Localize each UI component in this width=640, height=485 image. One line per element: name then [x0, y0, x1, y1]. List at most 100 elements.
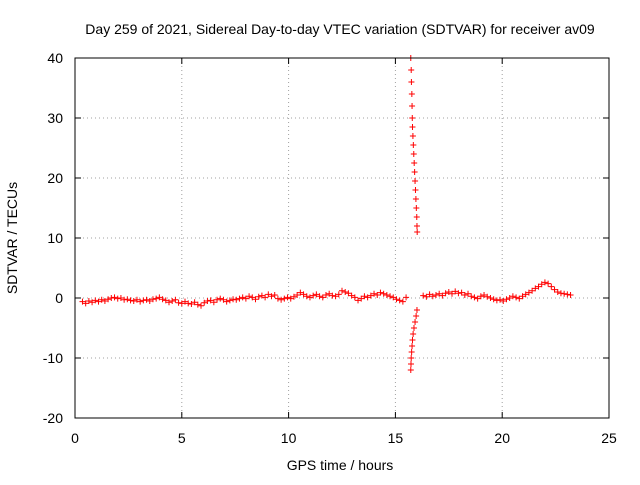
data-point — [468, 293, 475, 300]
data-point — [294, 292, 301, 298]
y-tick-label: -20 — [43, 410, 63, 426]
data-point — [474, 295, 481, 302]
data-point — [108, 295, 115, 301]
data-point — [284, 294, 291, 301]
data-point — [329, 292, 336, 299]
data-point — [551, 286, 558, 293]
chart-title: Day 259 of 2021, Sidereal Day-to-day VTE… — [85, 21, 595, 37]
data-point — [409, 103, 416, 109]
data-point — [409, 124, 416, 130]
data-point — [541, 279, 548, 286]
data-point — [242, 295, 249, 302]
data-point — [367, 292, 374, 299]
data-point — [461, 292, 468, 298]
data-point — [407, 361, 414, 367]
data-point — [519, 293, 526, 300]
data-point — [529, 287, 536, 294]
data-point — [172, 296, 179, 303]
data-point — [548, 283, 555, 290]
y-tick-label: 30 — [47, 110, 63, 126]
data-point — [557, 290, 564, 297]
data-point — [408, 91, 415, 97]
data-point — [554, 289, 561, 295]
data-point — [458, 289, 465, 296]
data-point — [351, 294, 358, 301]
data-point — [538, 281, 545, 288]
data-point — [532, 285, 539, 292]
data-point — [101, 298, 108, 304]
data-point — [426, 291, 433, 298]
data-point — [105, 296, 112, 303]
data-point — [399, 298, 406, 305]
data-point — [465, 290, 472, 297]
data-point — [403, 294, 410, 301]
data-point — [371, 290, 378, 297]
data-point — [490, 296, 497, 303]
data-point — [326, 290, 333, 297]
data-point — [413, 313, 420, 319]
data-point — [246, 293, 253, 300]
data-point — [564, 291, 571, 298]
data-point — [92, 297, 99, 304]
x-tick-label: 5 — [178, 430, 186, 446]
data-point — [217, 295, 224, 302]
y-tick-label: 10 — [47, 230, 63, 246]
data-point — [449, 290, 456, 297]
data-point — [342, 289, 349, 295]
data-point — [487, 295, 494, 301]
data-point — [481, 292, 488, 298]
data-point — [140, 297, 147, 304]
data-point — [420, 292, 427, 299]
data-point — [408, 349, 415, 355]
data-point — [364, 294, 371, 301]
x-axis-label: GPS time / hours — [287, 457, 394, 473]
data-point — [522, 291, 529, 298]
data-point — [178, 300, 185, 307]
data-point — [236, 295, 243, 302]
data-point — [249, 294, 256, 301]
data-point — [255, 293, 262, 300]
x-tick-label: 20 — [494, 430, 510, 446]
data-point — [345, 290, 352, 297]
data-point — [258, 292, 265, 299]
data-point — [516, 295, 523, 302]
data-point — [124, 296, 131, 303]
data-point — [380, 290, 387, 297]
data-point — [355, 297, 362, 304]
data-point — [413, 223, 420, 229]
data-point — [445, 289, 452, 295]
data-point — [561, 290, 568, 297]
data-point — [226, 297, 233, 304]
data-point — [409, 115, 416, 121]
data-point — [411, 160, 418, 166]
data-point — [201, 299, 208, 306]
data-point — [413, 205, 420, 211]
data-point — [535, 283, 542, 290]
data-point — [169, 298, 176, 304]
data-point — [265, 291, 272, 298]
data-point — [477, 293, 484, 300]
data-point — [210, 299, 217, 306]
data-point — [146, 298, 153, 304]
data-point — [567, 292, 574, 298]
data-point — [452, 288, 459, 295]
data-point — [383, 292, 390, 298]
data-point — [414, 229, 421, 235]
x-tick-labels: 0 5 10 15 20 25 — [71, 430, 617, 446]
data-point — [220, 296, 227, 303]
data-point — [278, 296, 285, 303]
y-tick-label: -10 — [43, 350, 63, 366]
data-point — [408, 79, 415, 85]
data-point — [185, 300, 192, 307]
data-point — [503, 296, 510, 303]
data-point — [436, 290, 443, 297]
data-point — [127, 297, 134, 304]
data-point — [407, 367, 414, 373]
data-point — [413, 307, 420, 313]
data-point — [162, 297, 169, 304]
y-tick-label: 0 — [55, 290, 63, 306]
data-point — [413, 214, 420, 220]
data-point — [133, 296, 140, 303]
